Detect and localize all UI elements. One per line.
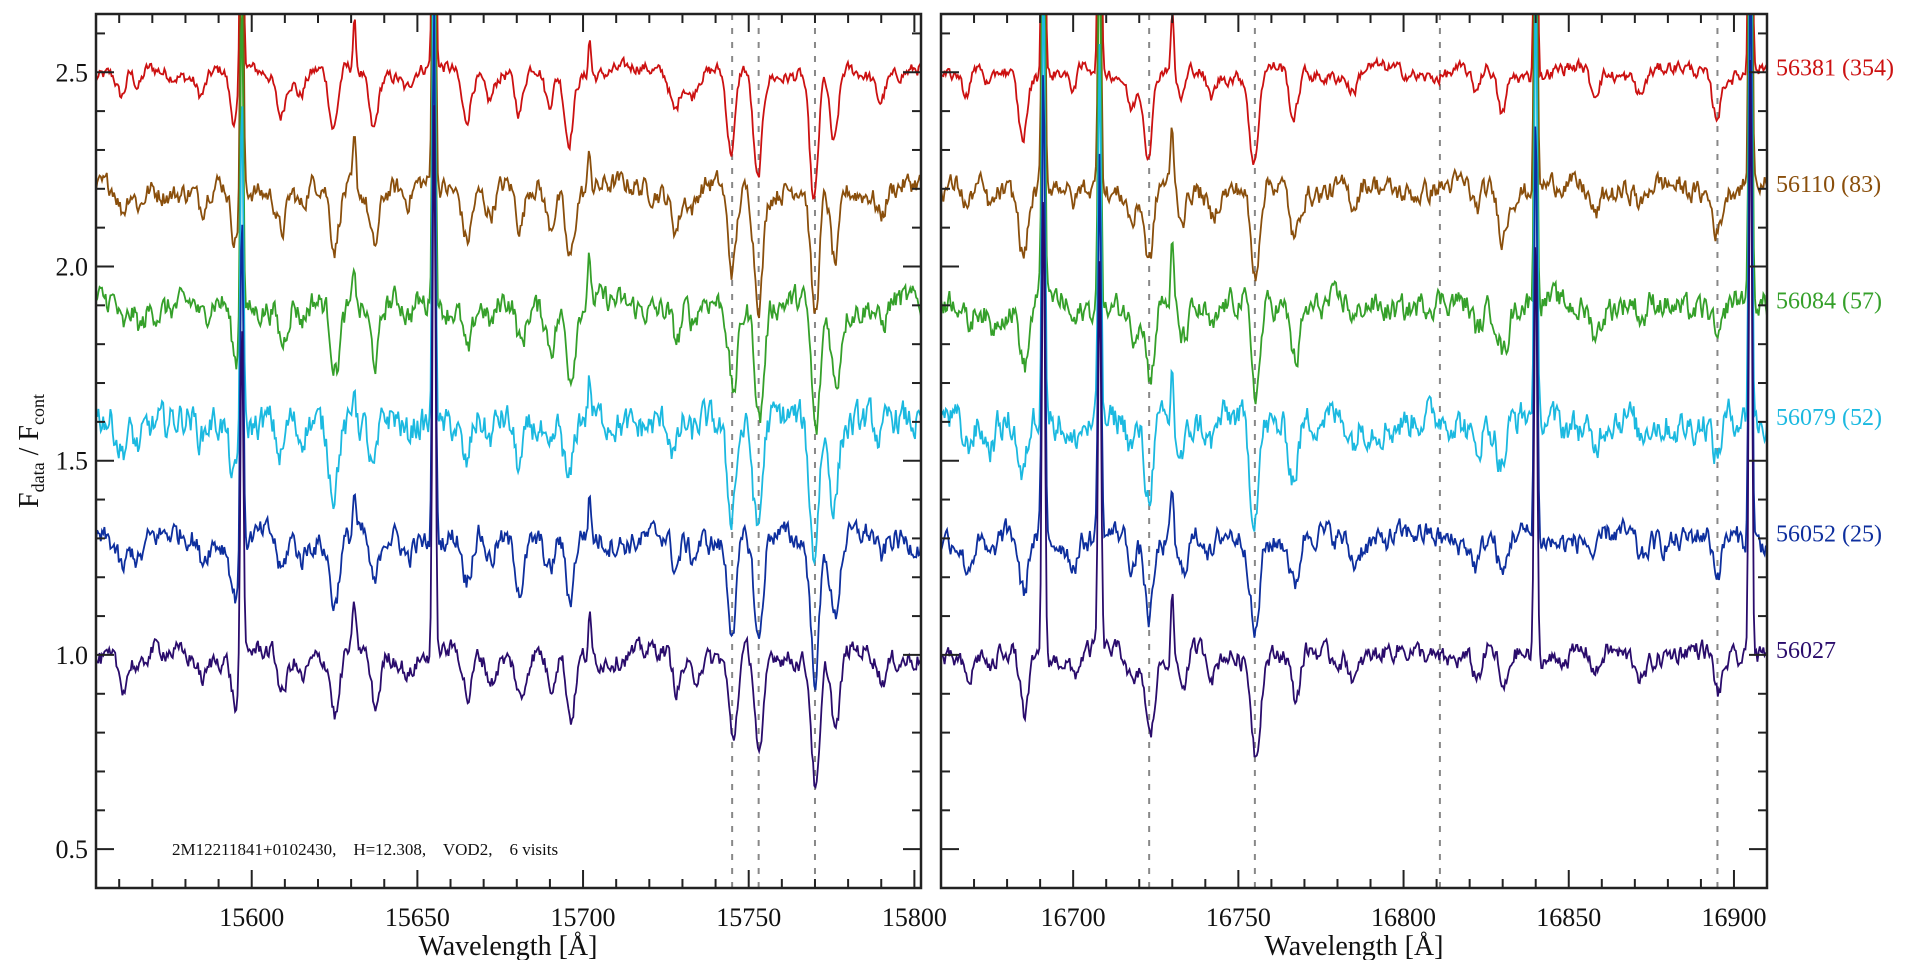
y-tick-label: 2.0: [56, 252, 89, 281]
series-label: 56110 (83): [1776, 172, 1881, 198]
spectrum-56052-left: [96, 14, 921, 691]
spectrum-56079-right: [941, 14, 1767, 532]
annotation: 2M12211841+0102430, H=12.308, VOD2, 6 vi…: [172, 840, 558, 859]
spectrum-56110-left: [96, 14, 921, 319]
spectrum-56052-right: [941, 14, 1767, 638]
x-tick-label: 16700: [1041, 903, 1106, 932]
y-tick-label: 2.5: [56, 58, 89, 87]
x-tick-label: 15650: [385, 903, 450, 932]
spectrum-56084-right: [941, 14, 1767, 405]
x-tick-label: 15700: [551, 903, 616, 932]
spectrum-56079-left: [96, 14, 921, 566]
x-tick-label: 16900: [1701, 903, 1766, 932]
y-tick-label: 1.0: [56, 641, 89, 670]
x-tick-label: 16850: [1536, 903, 1601, 932]
y-axis-title: Fdata / Fcont: [14, 394, 48, 508]
series-label: 56079 (52): [1776, 405, 1882, 431]
x-tick-label: 15600: [219, 903, 284, 932]
series-label: 56027: [1776, 638, 1836, 664]
series-label: 56381 (354): [1776, 55, 1894, 81]
series-label: 56052 (25): [1776, 521, 1882, 547]
spectrum-56084-left: [96, 14, 921, 435]
spectrum-56381-right: [941, 14, 1767, 165]
x-axis-title-right: Wavelength [Å]: [1265, 931, 1444, 960]
spectrum-56110-right: [941, 14, 1767, 282]
plot-frame: [939, 12, 1769, 890]
panel-left: 15600 15650 15700 15750 15800 0.5 1.0 1.5 2.0 2.5: [56, 12, 947, 932]
x-tick-label: 16800: [1371, 903, 1436, 932]
panel-right: 16700 16750 16800 16850 16900: [939, 12, 1769, 932]
spectrum-56027-left: [96, 105, 921, 790]
spectrum-56381-left: [96, 14, 921, 200]
x-tick-label: 16750: [1206, 903, 1271, 932]
x-tick-label: 15750: [716, 903, 781, 932]
x-tick-label: 15800: [882, 903, 947, 932]
x-axis-title-left: Wavelength [Å]: [419, 931, 598, 960]
spectrum-56027-right: [941, 59, 1767, 758]
y-tick-label: 1.5: [56, 447, 89, 476]
series-label: 56084 (57): [1776, 288, 1882, 314]
y-tick-label: 0.5: [56, 835, 89, 864]
plot-frame: [94, 12, 923, 890]
